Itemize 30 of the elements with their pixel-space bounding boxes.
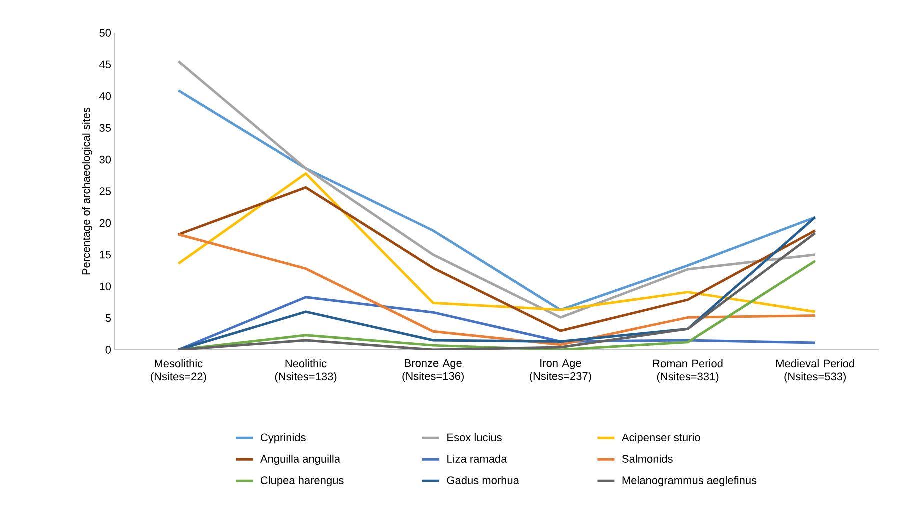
- legend-label: Cyprinids: [260, 433, 306, 444]
- y-tick-label: 25: [100, 188, 112, 196]
- line-series: [177, 186, 817, 332]
- y-tick-label: 20: [100, 219, 112, 228]
- legend-label: Clupea harengus: [260, 476, 344, 487]
- line-series: [177, 172, 817, 314]
- x-tick-label: Roman Period (Nsites=331): [653, 360, 723, 383]
- y-tick-label: 15: [100, 251, 112, 259]
- legend-label: Salmonids: [622, 454, 673, 463]
- x-tick-label: Neolithic (Nsites=133): [275, 360, 337, 383]
- x-tick-label: Medieval Period (Nsites=533): [776, 360, 854, 383]
- y-tick-label: 40: [99, 92, 112, 100]
- legend-label: Liza ramada: [448, 454, 508, 463]
- x-tick-label: Bronze Age (Nsites=136): [402, 360, 464, 382]
- legend-label: Acipenser sturio: [622, 433, 700, 444]
- y-tick-label: 50: [100, 29, 112, 37]
- y-tick-label: 30: [100, 156, 112, 164]
- y-tick-label: 35: [100, 124, 112, 132]
- y-tick-label: 45: [99, 60, 112, 69]
- y-tick-label: 10: [100, 282, 112, 290]
- legend-label: Melanogrammus aeglefinus: [622, 476, 757, 487]
- y-axis-title: Percentage of archaeological sites: [82, 108, 92, 275]
- y-tick-label: 5: [106, 314, 112, 322]
- x-tick-label: Mesolithic (Nsites=22): [151, 360, 206, 383]
- y-tick-label: 0: [106, 346, 112, 354]
- legend-label: Anguilla anguilla: [260, 454, 341, 466]
- x-tick-label: Iron Age (Nsites=237): [530, 360, 592, 382]
- legend-label: Esox lucius: [448, 433, 502, 442]
- line-series: [177, 296, 817, 350]
- legend-label: Gadus morhua: [447, 476, 520, 484]
